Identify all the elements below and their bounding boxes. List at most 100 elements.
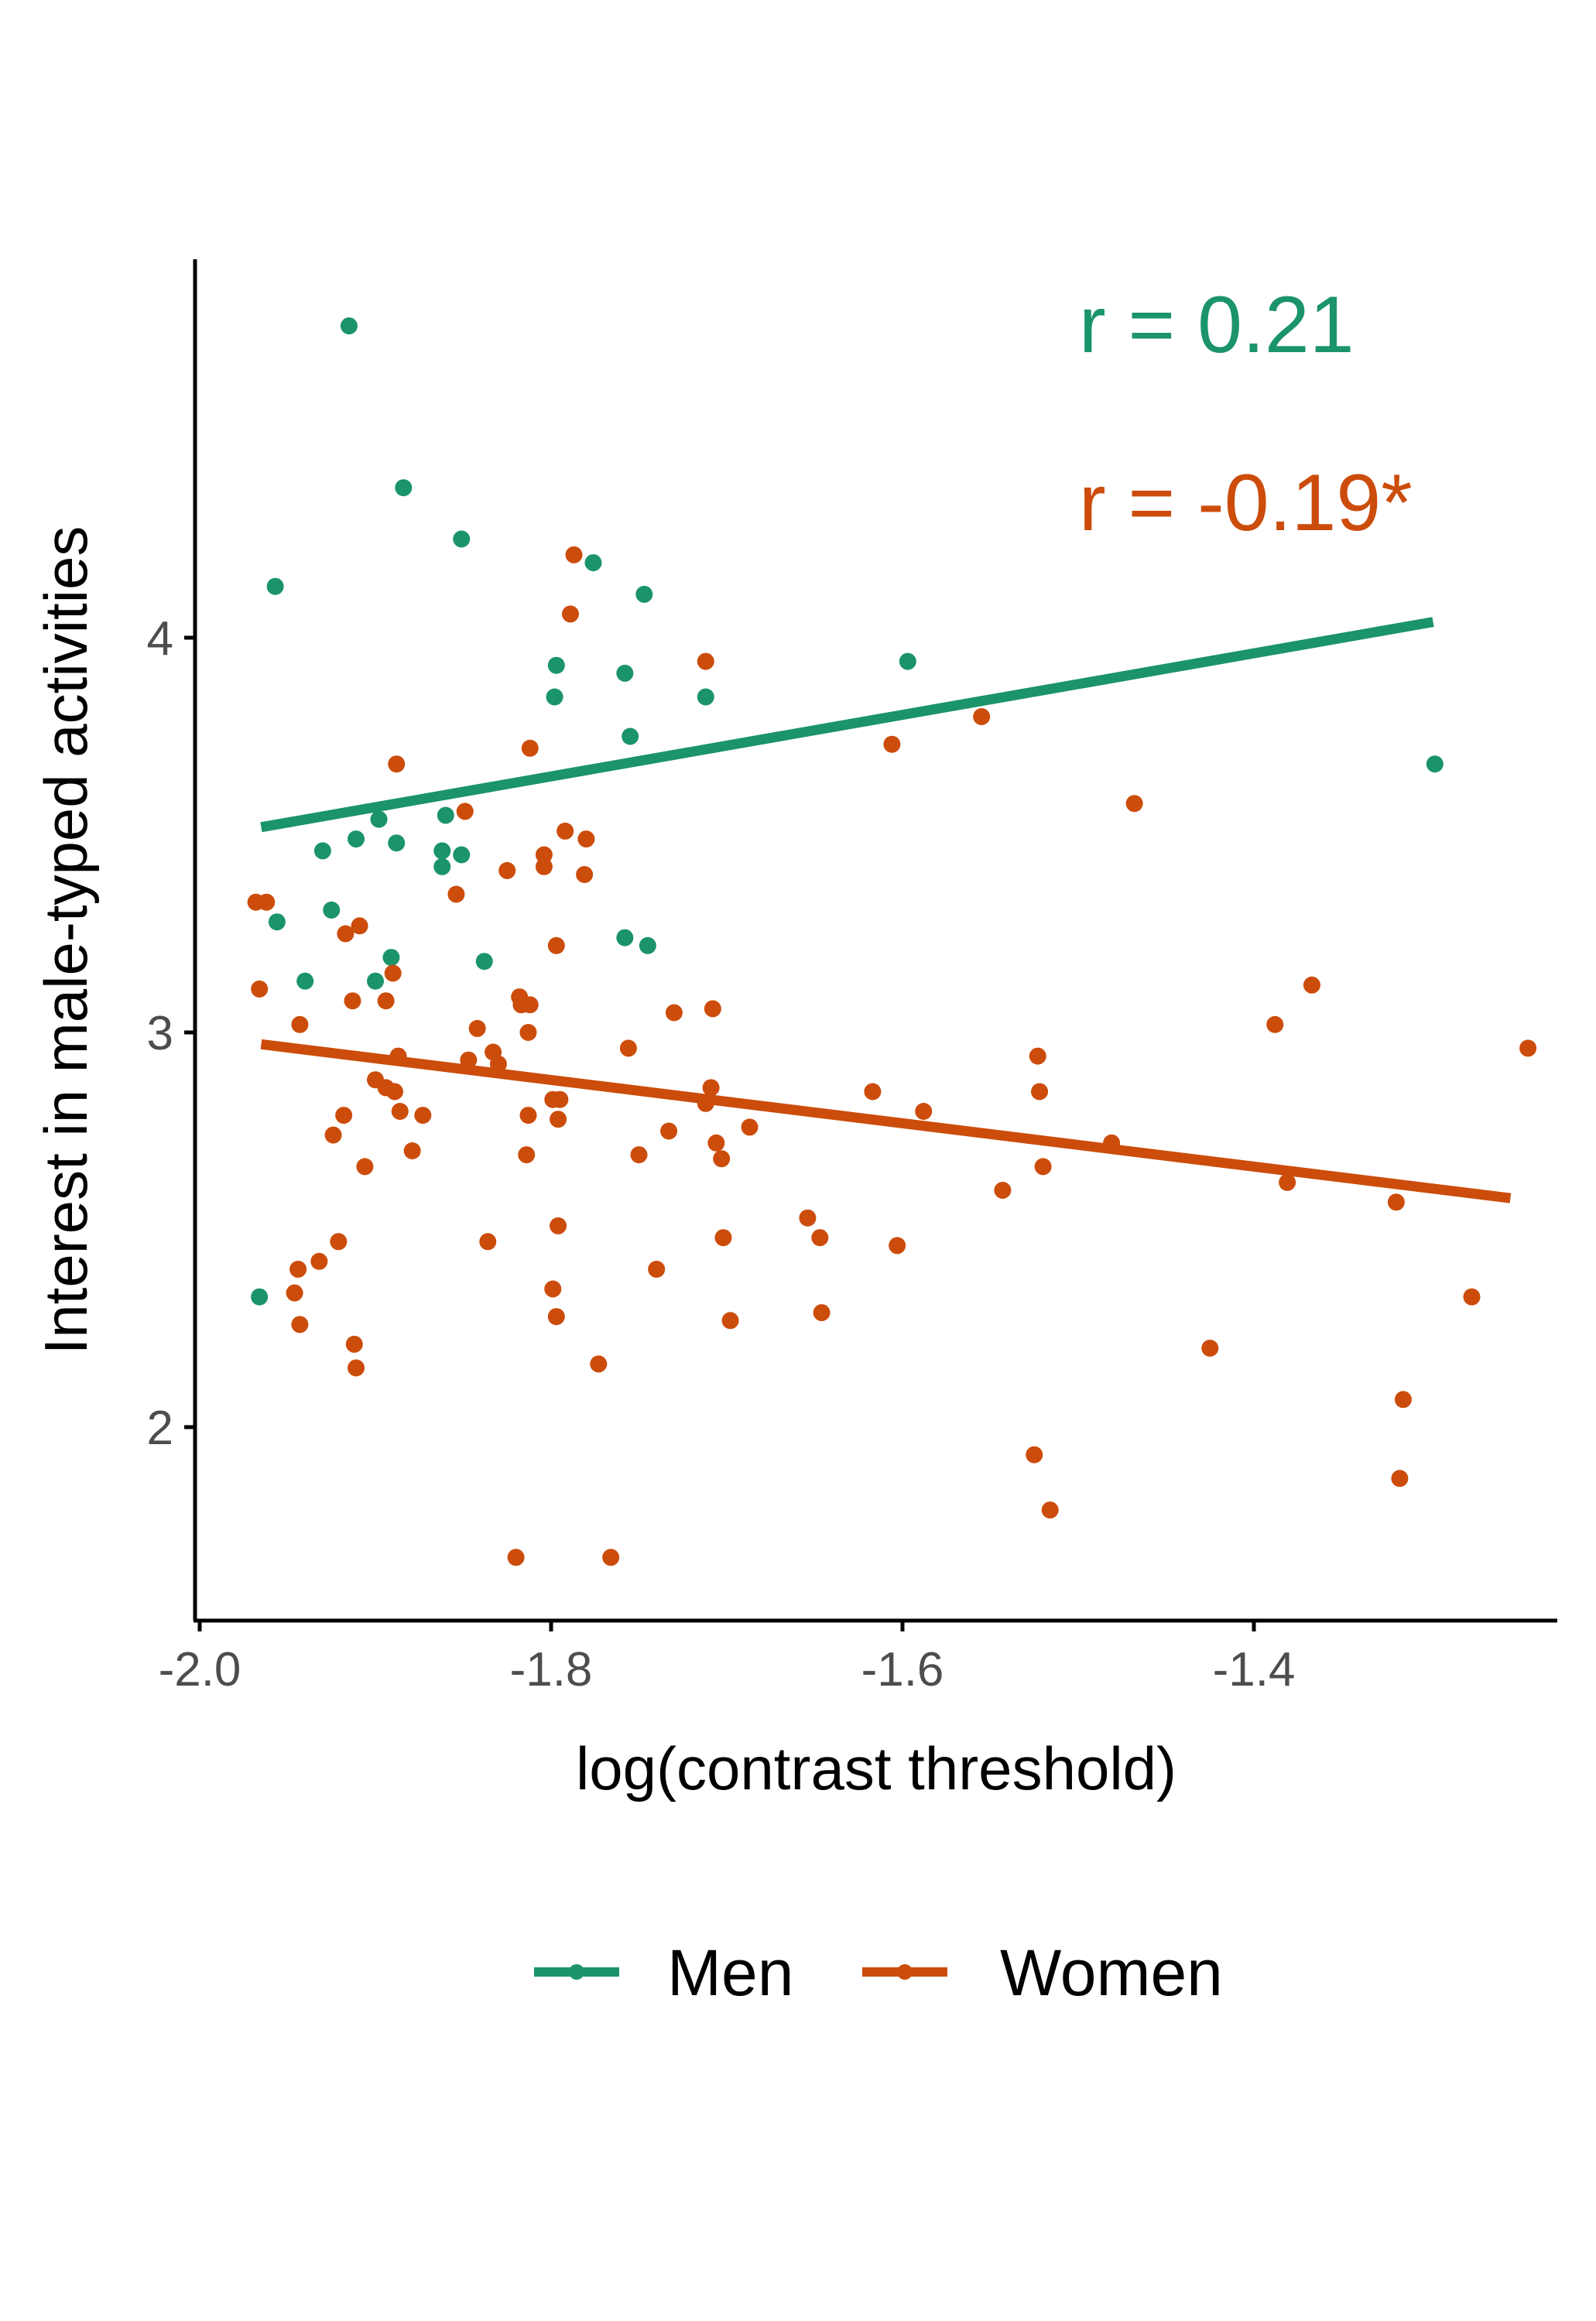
women-data-point xyxy=(697,1094,714,1112)
women-data-point xyxy=(707,1134,725,1152)
women-data-point xyxy=(915,1103,933,1120)
women-data-point xyxy=(389,1047,407,1065)
women-data-point xyxy=(286,1284,303,1302)
legend-item-women: Women xyxy=(862,1936,1223,2009)
men-data-point xyxy=(616,664,634,682)
women-data-point xyxy=(889,1237,906,1255)
trend-lines xyxy=(260,617,1512,1203)
women-data-point xyxy=(1394,1391,1412,1409)
women-data-point xyxy=(547,936,565,954)
women-data-point xyxy=(1463,1288,1481,1306)
women-data-point xyxy=(324,1126,342,1144)
men-data-point xyxy=(433,842,451,860)
women-data-point xyxy=(356,1158,374,1176)
women-data-point xyxy=(1041,1501,1059,1519)
men-data-point xyxy=(1426,755,1444,773)
women-data-point xyxy=(335,1107,353,1125)
men-data-point xyxy=(433,858,451,875)
women-data-point xyxy=(518,1146,536,1164)
men-data-point xyxy=(437,806,454,824)
women-data-point xyxy=(337,925,354,943)
women-data-point xyxy=(577,830,595,848)
women-data-point xyxy=(535,846,553,864)
legend-women-label: Women xyxy=(1000,1936,1223,2009)
women-data-point xyxy=(590,1355,608,1373)
men-data-point xyxy=(453,846,471,864)
women-data-point xyxy=(697,652,714,670)
men-data-point xyxy=(395,479,413,497)
women-data-point xyxy=(348,1359,365,1377)
women-data-point xyxy=(521,996,539,1014)
x-tick-label: -1.4 xyxy=(1213,1643,1296,1696)
men-data-point xyxy=(584,554,602,572)
women-data-point xyxy=(713,1150,731,1168)
women-data-point xyxy=(1266,1015,1284,1033)
women-data-point xyxy=(1279,1173,1296,1191)
women-data-point xyxy=(973,708,991,725)
women-data-point xyxy=(447,885,465,903)
women-data-point xyxy=(1031,1083,1049,1101)
y-axis-title: Interest in male-typed activities xyxy=(32,526,100,1355)
women-data-point xyxy=(660,1122,678,1140)
x-axis-title: log(contrast threshold) xyxy=(576,1734,1176,1802)
x-axis-ticks: -2.0 -1.8 -1.6 -1.4 xyxy=(159,1621,1296,1696)
women-data-point xyxy=(403,1142,421,1159)
legend-men-label: Men xyxy=(667,1936,793,2009)
women-data-point xyxy=(456,803,474,820)
men-correlation-annotation: r = 0.21 xyxy=(1079,280,1355,370)
women-data-point xyxy=(602,1549,620,1566)
women-data-point xyxy=(344,992,361,1010)
women-data-point xyxy=(385,1083,403,1101)
women-data-point xyxy=(377,992,395,1010)
women-data-point xyxy=(565,546,583,563)
women-data-point xyxy=(351,917,368,935)
men-data-point xyxy=(367,972,384,990)
women-data-point xyxy=(619,1039,637,1057)
men-data-point xyxy=(475,953,493,971)
women-data-point xyxy=(498,861,516,879)
women-data-point xyxy=(479,1233,497,1251)
women-data-point xyxy=(291,1316,309,1333)
legend-men-point xyxy=(569,1964,584,1980)
men-data-point xyxy=(370,810,388,828)
women-data-point xyxy=(391,1103,409,1120)
women-data-point xyxy=(550,1217,567,1234)
women-data-point xyxy=(864,1083,882,1101)
women-data-point xyxy=(551,1090,569,1108)
women-data-point xyxy=(507,1549,525,1566)
women-data-point xyxy=(1303,976,1320,994)
men-trend-line xyxy=(260,617,1434,833)
women-data-point xyxy=(648,1261,666,1278)
women-data-point xyxy=(1125,795,1143,813)
women-data-point xyxy=(561,605,579,623)
men-data-point xyxy=(622,727,639,745)
women-data-point xyxy=(576,866,594,883)
men-data-point xyxy=(313,842,331,860)
women-data-point xyxy=(291,1015,309,1033)
women-correlation-annotation: r = -0.19* xyxy=(1079,458,1413,548)
women-data-point xyxy=(994,1182,1012,1199)
men-data-point xyxy=(266,577,284,595)
women-data-point xyxy=(547,1308,565,1326)
women-data-point xyxy=(811,1229,829,1247)
women-data-point xyxy=(414,1107,432,1125)
women-data-point xyxy=(1519,1039,1537,1057)
women-data-point xyxy=(1103,1134,1121,1152)
women-data-point xyxy=(1387,1193,1405,1211)
women-data-point xyxy=(468,1019,486,1037)
y-tick-label: 4 xyxy=(147,612,173,666)
women-data-point xyxy=(702,1079,720,1097)
women-data-point xyxy=(883,735,901,753)
men-data-point xyxy=(268,913,286,931)
women-data-point xyxy=(521,739,539,757)
x-tick-label: -1.6 xyxy=(861,1643,944,1696)
y-tick-label: 3 xyxy=(147,1007,173,1060)
women-data-point xyxy=(665,1004,683,1022)
women-data-point xyxy=(330,1233,348,1251)
women-data-point xyxy=(1029,1047,1046,1065)
men-data-point xyxy=(639,936,656,954)
men-data-point xyxy=(547,656,565,674)
women-data-point xyxy=(544,1280,562,1298)
legend: Men Women xyxy=(534,1936,1223,2009)
